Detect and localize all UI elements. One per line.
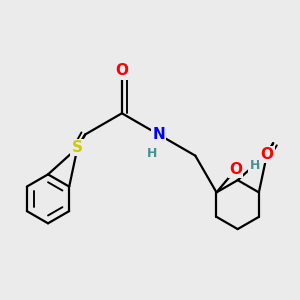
- Text: S: S: [72, 140, 83, 155]
- Text: N: N: [72, 140, 84, 155]
- Text: H: H: [147, 147, 158, 160]
- Text: O: O: [116, 63, 128, 78]
- Text: H: H: [249, 159, 260, 172]
- Text: N: N: [152, 127, 165, 142]
- Text: O: O: [260, 147, 274, 162]
- Text: O: O: [229, 162, 242, 177]
